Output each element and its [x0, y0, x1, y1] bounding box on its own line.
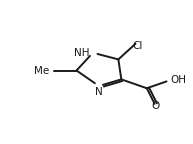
Text: Me: Me — [34, 66, 50, 75]
Text: OH: OH — [171, 75, 187, 86]
Text: N: N — [95, 87, 103, 97]
Text: Cl: Cl — [133, 41, 143, 51]
Text: O: O — [152, 101, 160, 111]
Text: NH: NH — [74, 48, 90, 58]
